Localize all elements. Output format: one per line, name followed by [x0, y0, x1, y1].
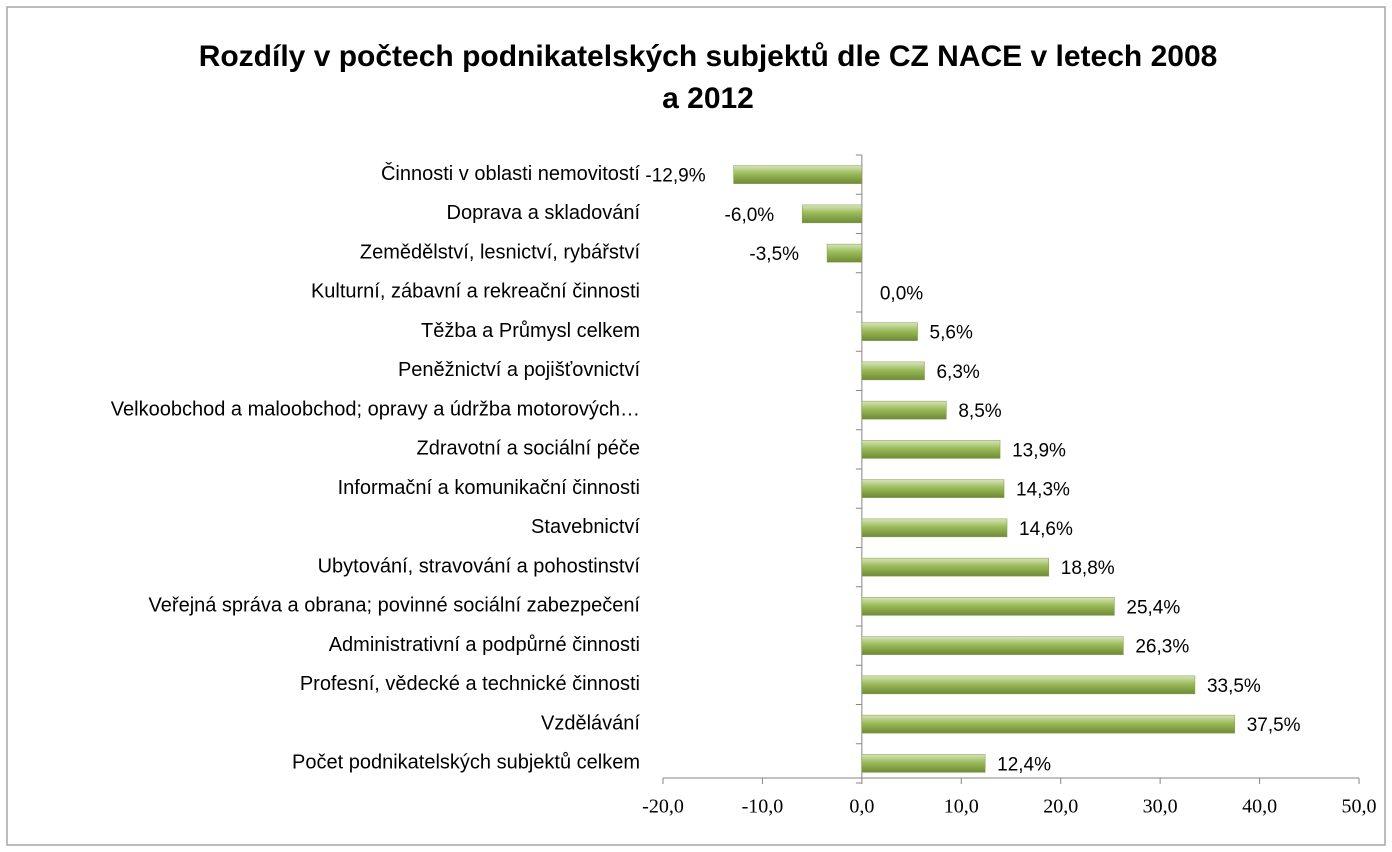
x-tick-label: 0,0 [849, 796, 874, 818]
category-label: Počet podnikatelských subjektů celkem [292, 752, 640, 774]
value-label: 25,4% [1126, 597, 1180, 618]
category-label: Kulturní, zábavní a rekreační činnosti [311, 281, 640, 303]
chart-title: Rozdíly v počtech podnikatelských subjek… [199, 40, 1218, 115]
bar [861, 361, 925, 381]
category-label: Ubytování, stravování a pohostinství [318, 555, 641, 577]
x-tick-label: -20,0 [642, 796, 684, 818]
category-label: Veřejná správa a obrana; povinné sociáln… [149, 595, 641, 617]
bar [861, 675, 1196, 695]
bar [861, 440, 1001, 459]
x-tick-label: 40,0 [1242, 796, 1277, 818]
value-label: 12,4% [997, 754, 1051, 775]
bar [861, 557, 1050, 577]
bar [861, 322, 918, 341]
category-label: Doprava a skladování [447, 202, 641, 224]
category-label: Velkoobchod a maloobchod; opravy a údržb… [111, 398, 640, 420]
bar [801, 204, 863, 224]
category-label: Vzdělávání [541, 712, 640, 734]
category-label: Peněžnictví a pojišťovnictví [398, 359, 641, 381]
category-label: Administrativní a podpůrné činnosti [329, 634, 640, 656]
value-label: 18,8% [1061, 558, 1115, 579]
value-label: 37,5% [1247, 715, 1301, 736]
category-label: Zdravotní a sociální péče [417, 438, 640, 460]
value-label: 6,3% [936, 362, 979, 383]
bar [733, 165, 863, 184]
bar [861, 754, 986, 773]
category-label: Stavebnictví [531, 516, 640, 538]
bar [861, 518, 1008, 538]
bar [861, 636, 1124, 655]
value-label: 13,9% [1012, 440, 1066, 461]
bar [861, 714, 1235, 734]
bar [861, 597, 1115, 616]
x-tick-label: -10,0 [742, 796, 784, 818]
value-label: -12,9% [645, 166, 705, 187]
value-label: -6,0% [725, 205, 775, 226]
chart-border [6, 6, 1386, 846]
x-tick-label: 20,0 [1043, 796, 1078, 818]
x-tick-label: 50,0 [1342, 796, 1377, 818]
x-tick-label: 10,0 [944, 796, 979, 818]
category-label: Zemědělství, lesnictví, rybářství [360, 241, 641, 263]
value-label: 26,3% [1135, 637, 1189, 658]
category-label: Činnosti v oblasti nemovitostí [381, 162, 640, 185]
category-label: Informační a komunikační činnosti [338, 477, 640, 499]
bar [826, 243, 863, 263]
x-tick-label: 30,0 [1143, 796, 1178, 818]
value-label: 14,6% [1019, 519, 1073, 540]
category-label: Profesní, vědecké a technické činnosti [300, 673, 640, 695]
value-label: 8,5% [958, 401, 1001, 422]
category-label: Těžba a Průmysl celkem [421, 320, 640, 342]
bar [861, 400, 947, 420]
value-label: 14,3% [1016, 480, 1070, 501]
value-label: -3,5% [749, 244, 799, 265]
value-label: 5,6% [930, 323, 973, 344]
bar [861, 479, 1005, 498]
value-label: 0,0% [880, 283, 923, 304]
value-label: 33,5% [1207, 676, 1261, 697]
